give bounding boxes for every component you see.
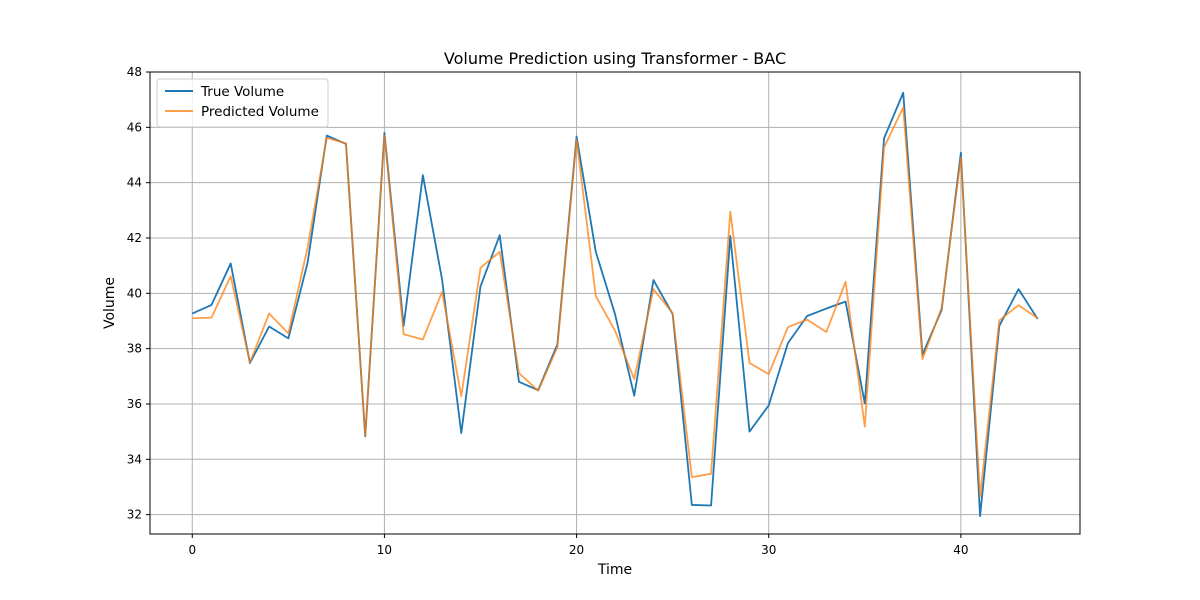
chart-title: Volume Prediction using Transformer - BA…	[444, 49, 786, 68]
y-tick-label: 32	[127, 508, 142, 522]
y-tick-label: 46	[127, 120, 142, 134]
series-line-predicted-volume	[192, 106, 1039, 498]
y-tick-label: 36	[127, 397, 142, 411]
y-tick-label: 42	[127, 231, 142, 245]
y-tick-label: 44	[127, 176, 142, 190]
y-tick-label: 40	[127, 286, 142, 300]
x-tick-label: 20	[569, 543, 584, 557]
y-tick-label: 48	[127, 65, 142, 79]
x-tick-label: 40	[953, 543, 968, 557]
y-axis: 32 34 36 38 40 42 44 46 48	[127, 65, 150, 522]
y-axis-label: Volume	[102, 277, 118, 329]
legend-label-predicted-volume: Predicted Volume	[201, 104, 319, 120]
legend-label-true-volume: True Volume	[200, 84, 284, 100]
x-axis-label: Time	[597, 562, 632, 578]
x-axis: 0 10 20 30 40	[188, 534, 969, 557]
series-lines	[191, 91, 1039, 517]
y-tick-label: 38	[127, 342, 142, 356]
series-line-true-volume	[191, 91, 1039, 517]
plot-frame	[149, 71, 1081, 535]
legend-box	[156, 78, 329, 128]
x-tick-label: 30	[761, 543, 776, 557]
y-tick-label: 34	[127, 452, 142, 466]
x-tick-label: 10	[377, 543, 392, 557]
x-tick-label: 0	[188, 543, 196, 557]
legend: True Volume Predicted Volume	[156, 78, 329, 128]
